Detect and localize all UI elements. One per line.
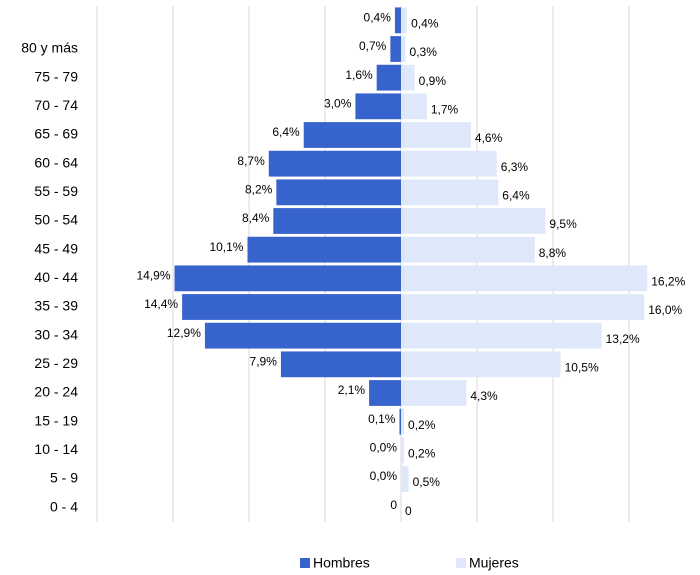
y-tick-label: 80 y más bbox=[21, 40, 78, 56]
data-label: 8,7% bbox=[237, 154, 265, 168]
bar bbox=[355, 93, 401, 120]
y-tick-label: 60 - 64 bbox=[34, 154, 78, 170]
data-label: 9,5% bbox=[549, 217, 577, 231]
bar bbox=[401, 294, 645, 320]
y-tick-label: 75 - 79 bbox=[34, 68, 78, 84]
legend-swatch bbox=[300, 558, 310, 568]
data-label: 4,6% bbox=[475, 131, 503, 145]
bar bbox=[204, 322, 401, 349]
data-label: 10,5% bbox=[565, 361, 599, 375]
data-label: 0,7% bbox=[359, 39, 387, 53]
y-tick-label: 65 - 69 bbox=[34, 126, 78, 142]
legend-label: Hombres bbox=[313, 555, 370, 571]
bar bbox=[303, 122, 401, 148]
bar bbox=[401, 179, 499, 206]
bar bbox=[376, 64, 401, 91]
data-label: 6,3% bbox=[501, 160, 529, 174]
data-label: 8,8% bbox=[539, 246, 567, 260]
bar bbox=[401, 7, 408, 34]
bar bbox=[401, 437, 405, 464]
data-label: 1,7% bbox=[431, 103, 459, 117]
y-tick-label: 45 - 49 bbox=[34, 240, 78, 256]
bar bbox=[401, 322, 602, 349]
y-tick-label: 70 - 74 bbox=[34, 97, 78, 113]
y-tick-label: 15 - 19 bbox=[34, 412, 78, 428]
bar bbox=[182, 294, 401, 320]
y-tick-label: 35 - 39 bbox=[34, 298, 78, 314]
data-label: 0,5% bbox=[413, 475, 441, 489]
bar bbox=[268, 150, 401, 177]
bar bbox=[401, 351, 561, 378]
data-label: 14,9% bbox=[136, 269, 170, 283]
y-tick-label: 40 - 44 bbox=[34, 269, 78, 285]
y-tick-label: 20 - 24 bbox=[34, 384, 78, 400]
data-label: 6,4% bbox=[272, 125, 300, 139]
bar bbox=[280, 351, 401, 378]
bar bbox=[401, 36, 406, 62]
bar bbox=[276, 179, 401, 206]
bar bbox=[401, 122, 471, 148]
data-label: 16,2% bbox=[651, 275, 685, 289]
bar bbox=[247, 236, 401, 263]
bar bbox=[174, 265, 401, 292]
data-label: 1,6% bbox=[345, 68, 373, 82]
data-label: 2,1% bbox=[338, 383, 366, 397]
data-label: 6,4% bbox=[502, 189, 530, 203]
data-label: 0 bbox=[390, 498, 397, 512]
data-label: 0,9% bbox=[419, 74, 447, 88]
bar bbox=[369, 380, 401, 406]
bar bbox=[401, 64, 415, 91]
y-tick-label: 25 - 29 bbox=[34, 355, 78, 371]
data-label: 8,2% bbox=[245, 183, 273, 197]
bar bbox=[390, 36, 401, 62]
data-label: 0,0% bbox=[370, 469, 398, 483]
data-label: 0,4% bbox=[411, 17, 439, 31]
y-tick-label: 10 - 14 bbox=[34, 441, 78, 457]
bar bbox=[394, 7, 401, 34]
y-tick-label: 55 - 59 bbox=[34, 183, 78, 199]
bar bbox=[273, 208, 401, 234]
y-tick-label: 50 - 54 bbox=[34, 212, 78, 228]
bar bbox=[401, 150, 497, 177]
data-label: 14,4% bbox=[144, 297, 178, 311]
bar bbox=[401, 236, 535, 263]
y-tick-label: 0 - 4 bbox=[50, 498, 78, 514]
data-label: 0,3% bbox=[410, 45, 438, 59]
data-label: 12,9% bbox=[167, 326, 201, 340]
bar bbox=[401, 380, 467, 406]
data-label: 16,0% bbox=[648, 303, 682, 317]
data-label: 0,0% bbox=[370, 441, 398, 455]
data-label: 3,0% bbox=[324, 97, 352, 111]
data-label: 8,4% bbox=[242, 211, 270, 225]
bar bbox=[401, 265, 648, 292]
data-label: 10,1% bbox=[209, 240, 243, 254]
bar bbox=[401, 208, 546, 234]
bar bbox=[401, 466, 409, 492]
bar bbox=[401, 93, 427, 120]
legend-label: Mujeres bbox=[469, 555, 519, 571]
data-label: 0,2% bbox=[408, 447, 436, 461]
data-label: 0,4% bbox=[364, 11, 392, 25]
data-label: 7,9% bbox=[250, 355, 278, 369]
bar bbox=[399, 408, 401, 435]
bar bbox=[401, 408, 405, 435]
data-label: 0,2% bbox=[408, 418, 436, 432]
data-label: 4,3% bbox=[470, 389, 498, 403]
y-tick-label: 5 - 9 bbox=[50, 470, 78, 486]
data-label: 0 bbox=[405, 504, 412, 518]
data-label: 0,1% bbox=[368, 412, 396, 426]
data-label: 13,2% bbox=[606, 332, 640, 346]
y-tick-label: 30 - 34 bbox=[34, 326, 78, 342]
legend-swatch bbox=[456, 558, 466, 568]
